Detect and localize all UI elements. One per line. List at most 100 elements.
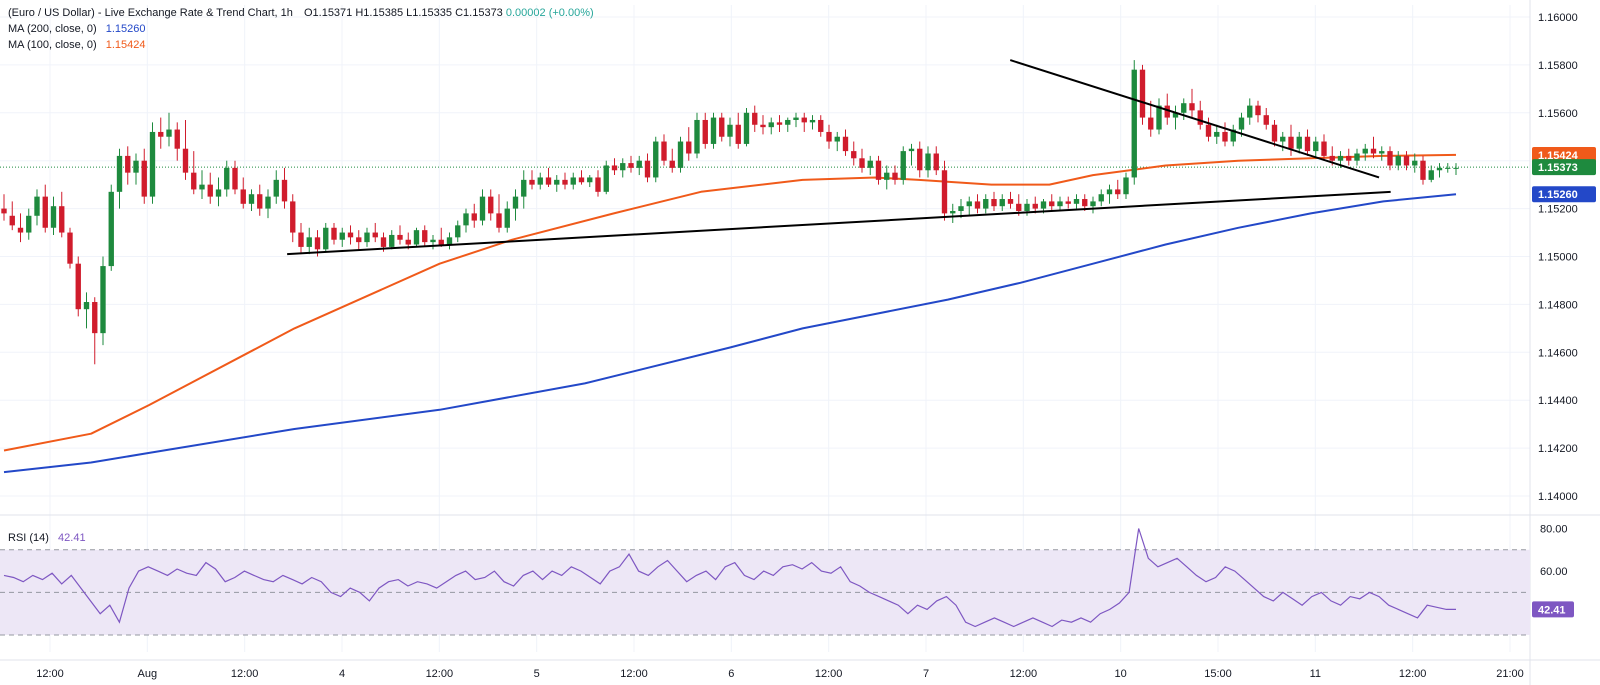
ma200-line[interactable] [3,193,1457,474]
candle[interactable] [1073,194,1080,209]
candle[interactable] [776,115,783,132]
candle[interactable] [59,191,65,238]
candle[interactable] [1065,196,1071,209]
candle[interactable] [966,196,972,216]
candle[interactable] [884,165,890,190]
candle[interactable] [504,201,510,233]
candle[interactable] [306,227,312,255]
candle[interactable] [974,194,981,214]
candle[interactable] [611,158,618,176]
candle[interactable] [298,222,304,255]
candle[interactable] [1280,131,1286,152]
candle[interactable] [636,155,642,176]
candle[interactable] [1156,98,1162,135]
candle[interactable] [455,220,461,243]
candle[interactable] [653,136,659,183]
candle[interactable] [752,105,758,132]
candle[interactable] [1387,146,1393,171]
candle[interactable] [991,191,997,211]
rsi-line[interactable] [3,528,1456,628]
candle[interactable] [875,155,882,185]
candle[interactable] [1362,143,1368,161]
candle[interactable] [760,115,766,135]
candle[interactable] [224,160,230,197]
candle[interactable] [471,203,477,228]
candle[interactable] [644,153,651,183]
candle[interactable] [1304,129,1311,156]
candle[interactable] [1445,163,1451,173]
candle[interactable] [1098,189,1104,207]
candle[interactable] [1049,194,1055,211]
candle[interactable] [1420,155,1426,185]
candle[interactable] [620,158,626,178]
rsi-pane[interactable] [0,528,1530,636]
candle[interactable] [710,112,717,149]
candle[interactable] [925,146,931,178]
candle[interactable] [438,227,444,247]
candle[interactable] [1313,136,1319,159]
candle[interactable] [950,203,956,223]
candle[interactable] [768,117,774,135]
candle[interactable] [1403,151,1410,171]
candle[interactable] [42,184,48,233]
candle[interactable] [702,112,708,149]
candle[interactable] [587,175,593,188]
candle[interactable] [1346,148,1352,166]
candle[interactable] [941,160,948,221]
candle[interactable] [933,146,939,176]
candle[interactable] [570,172,576,190]
candle[interactable] [422,225,428,247]
candle[interactable] [397,225,403,245]
candle[interactable] [628,155,634,173]
candle[interactable] [661,134,667,166]
candle[interactable] [273,170,279,204]
candle[interactable] [1,194,7,221]
candle[interactable] [1131,60,1137,185]
candle[interactable] [125,146,131,185]
candle[interactable] [149,122,156,204]
candle[interactable] [677,136,684,173]
candle[interactable] [719,112,725,142]
candle[interactable] [372,222,378,243]
candle[interactable] [1428,165,1434,183]
candle[interactable] [867,155,873,176]
candle[interactable] [413,227,420,247]
candle[interactable] [463,208,469,233]
ma100-line[interactable] [3,153,1457,452]
candle[interactable] [735,112,741,149]
candle[interactable] [83,292,90,329]
candle[interactable] [801,112,807,132]
candle[interactable] [34,189,40,226]
candle[interactable] [793,112,799,128]
candle[interactable] [17,213,24,243]
candle[interactable] [686,127,692,161]
candle[interactable] [356,230,362,250]
candle[interactable] [1222,122,1228,147]
support-trendline[interactable] [287,190,1391,256]
candle[interactable] [1370,136,1377,159]
candle[interactable] [826,124,832,149]
candle[interactable] [834,131,840,152]
candle[interactable] [958,199,964,219]
candle[interactable] [1436,163,1443,178]
price-axis[interactable]: 1.160001.158001.156001.154001.152001.150… [1532,12,1596,618]
candle[interactable] [92,297,98,365]
candle[interactable] [207,172,213,204]
candle[interactable] [1189,88,1195,118]
candle[interactable] [1247,98,1253,125]
candle[interactable] [1123,172,1129,200]
candle[interactable] [1453,163,1459,176]
symbol-title[interactable]: (Euro / US Dollar) - Live Exchange Rate … [8,7,293,19]
candle[interactable] [1395,151,1401,171]
candle[interactable] [1115,179,1121,200]
candle[interactable] [512,189,519,221]
candle[interactable] [1230,124,1236,147]
candle[interactable] [900,146,906,185]
candle[interactable] [232,160,238,195]
candle[interactable] [174,122,180,161]
time-axis[interactable]: 12:00 Aug 12:00 4 12:00 5 12:00 6 12:00 7 12:00 10 1… [36,668,1524,680]
candle[interactable] [595,170,601,197]
candle[interactable] [257,184,263,216]
candle[interactable] [108,184,114,271]
candle[interactable] [281,167,288,209]
